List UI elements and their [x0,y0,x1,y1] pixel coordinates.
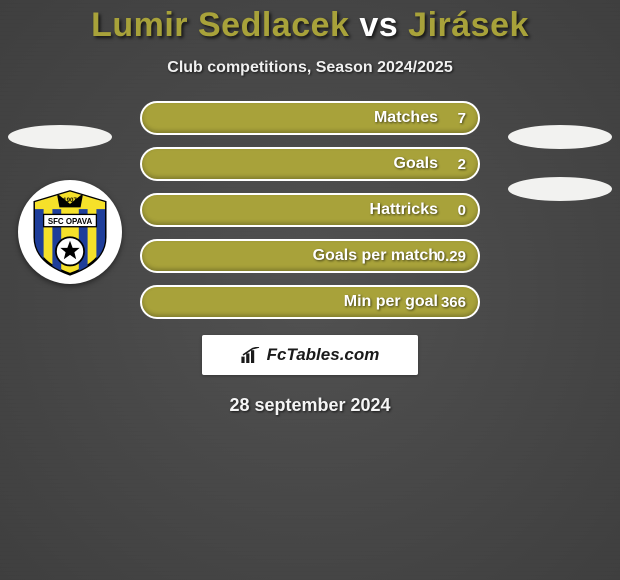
stat-label: Hattricks [370,201,438,219]
stat-value: 7 [458,110,466,127]
stat-row: Hattricks 0 [0,193,620,227]
date-text: 28 september 2024 [0,395,620,416]
stat-bar: Min per goal366 [140,285,480,319]
stat-label: Min per goal [344,293,438,311]
stat-value: 366 [441,294,466,311]
stat-bar-wrap: Goals 2 [140,147,480,181]
stat-label: Goals [394,155,438,173]
stat-bar: Hattricks 0 [140,193,480,227]
player-a-name: Lumir Sedlacek [91,6,349,44]
stat-row: Goals 2 [0,147,620,181]
stat-bar-wrap: Matches 7 [140,101,480,135]
content-container: Lumir Sedlacek vs Jirásek Club competiti… [0,0,620,580]
stat-value: 0 [458,202,466,219]
stat-label: Matches [374,109,438,127]
page-title: Lumir Sedlacek vs Jirásek [0,6,620,45]
stat-row: Matches 7 [0,101,620,135]
stat-bar-wrap: Hattricks 0 [140,193,480,227]
stat-row: Min per goal366 [0,285,620,319]
brand-text: FcTables.com [267,345,380,365]
stat-value: 0.29 [437,248,466,265]
player-b-name: Jirásek [408,6,529,44]
stat-label: Goals per match [313,247,438,265]
stat-bar-wrap: Goals per match0.29 [140,239,480,273]
brand-box: FcTables.com [202,335,418,375]
stat-row: Goals per match0.29 [0,239,620,273]
stat-bar: Goals per match0.29 [140,239,480,273]
stat-bar: Matches 7 [140,101,480,135]
stat-bar-wrap: Min per goal366 [140,285,480,319]
subtitle: Club competitions, Season 2024/2025 [0,59,620,77]
brand-chart-icon [241,347,261,363]
stat-bar: Goals 2 [140,147,480,181]
vs-word: vs [359,6,398,44]
stat-value: 2 [458,156,466,173]
stats-area: Matches 7 Goals 2 Hattricks 0 Goals per match0… [0,101,620,319]
